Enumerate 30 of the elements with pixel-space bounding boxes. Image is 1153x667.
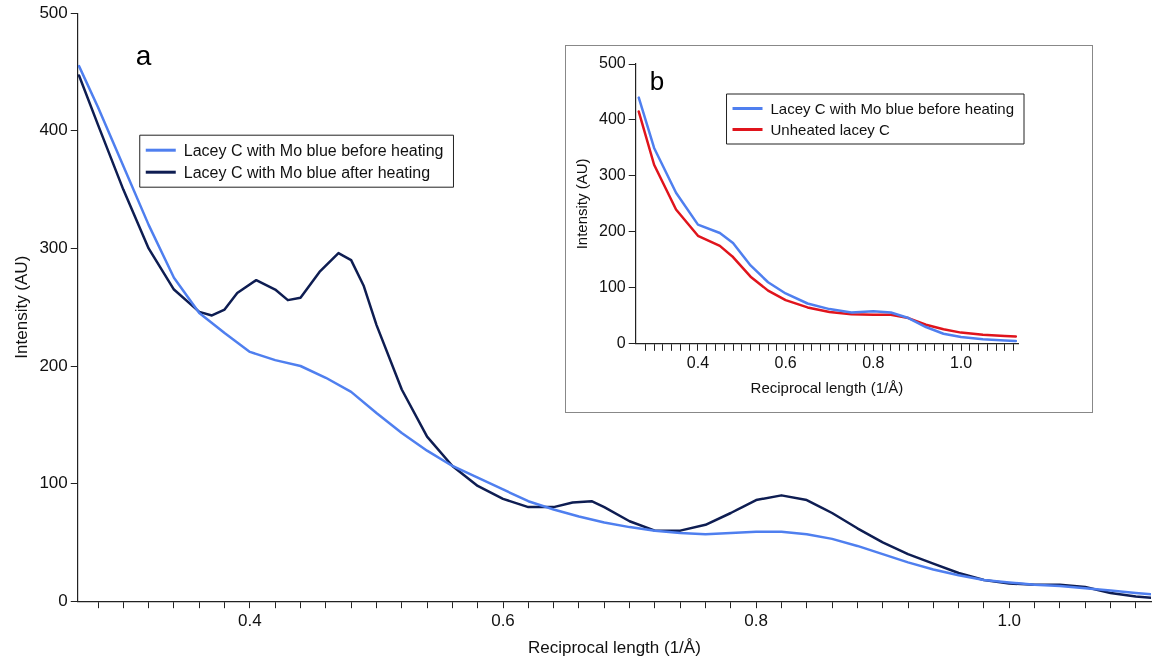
x-tick-label: 1.0 xyxy=(997,611,1022,631)
y-tick-label: 400 xyxy=(39,120,68,140)
y-tick-label: 200 xyxy=(598,222,626,240)
y-tick-label: 200 xyxy=(39,355,68,375)
y-tick-label: 100 xyxy=(598,278,626,296)
y-axis-title: Intensity (AU) xyxy=(11,255,31,359)
y-tick-label: 300 xyxy=(39,238,68,258)
annotation: b xyxy=(649,66,665,96)
y-tick-label: 400 xyxy=(598,110,626,128)
annotation: a xyxy=(135,40,152,72)
y-tick-label: 500 xyxy=(39,2,68,22)
y-tick-label: 100 xyxy=(39,473,68,493)
x-tick-label: 1.0 xyxy=(949,353,973,371)
y-tick-label: 500 xyxy=(598,54,626,72)
x-tick-label: 0.6 xyxy=(774,353,797,371)
legend-label: Lacey C with Mo blue before heating xyxy=(183,141,444,159)
y-tick-label: 0 xyxy=(616,334,626,352)
legend-label: Unheated lacey C xyxy=(770,120,890,138)
y-axis-title: Intensity (AU) xyxy=(573,158,591,250)
y-tick-label: 300 xyxy=(598,166,626,184)
x-tick-label: 0.4 xyxy=(686,353,710,371)
legend-label: Lacey C with Mo blue before heating xyxy=(770,99,1015,117)
x-axis-title: Reciprocal length (1/Å) xyxy=(750,379,904,397)
x-tick-label: 0.4 xyxy=(238,611,262,631)
x-tick-label: 0.8 xyxy=(862,353,885,371)
x-axis-title: Reciprocal length (1/Å) xyxy=(527,638,701,658)
x-tick-label: 0.6 xyxy=(491,611,515,631)
legend-label: Lacey C with Mo blue after heating xyxy=(183,163,431,181)
y-tick-label: 0 xyxy=(58,590,68,610)
x-tick-label: 0.8 xyxy=(744,611,768,631)
